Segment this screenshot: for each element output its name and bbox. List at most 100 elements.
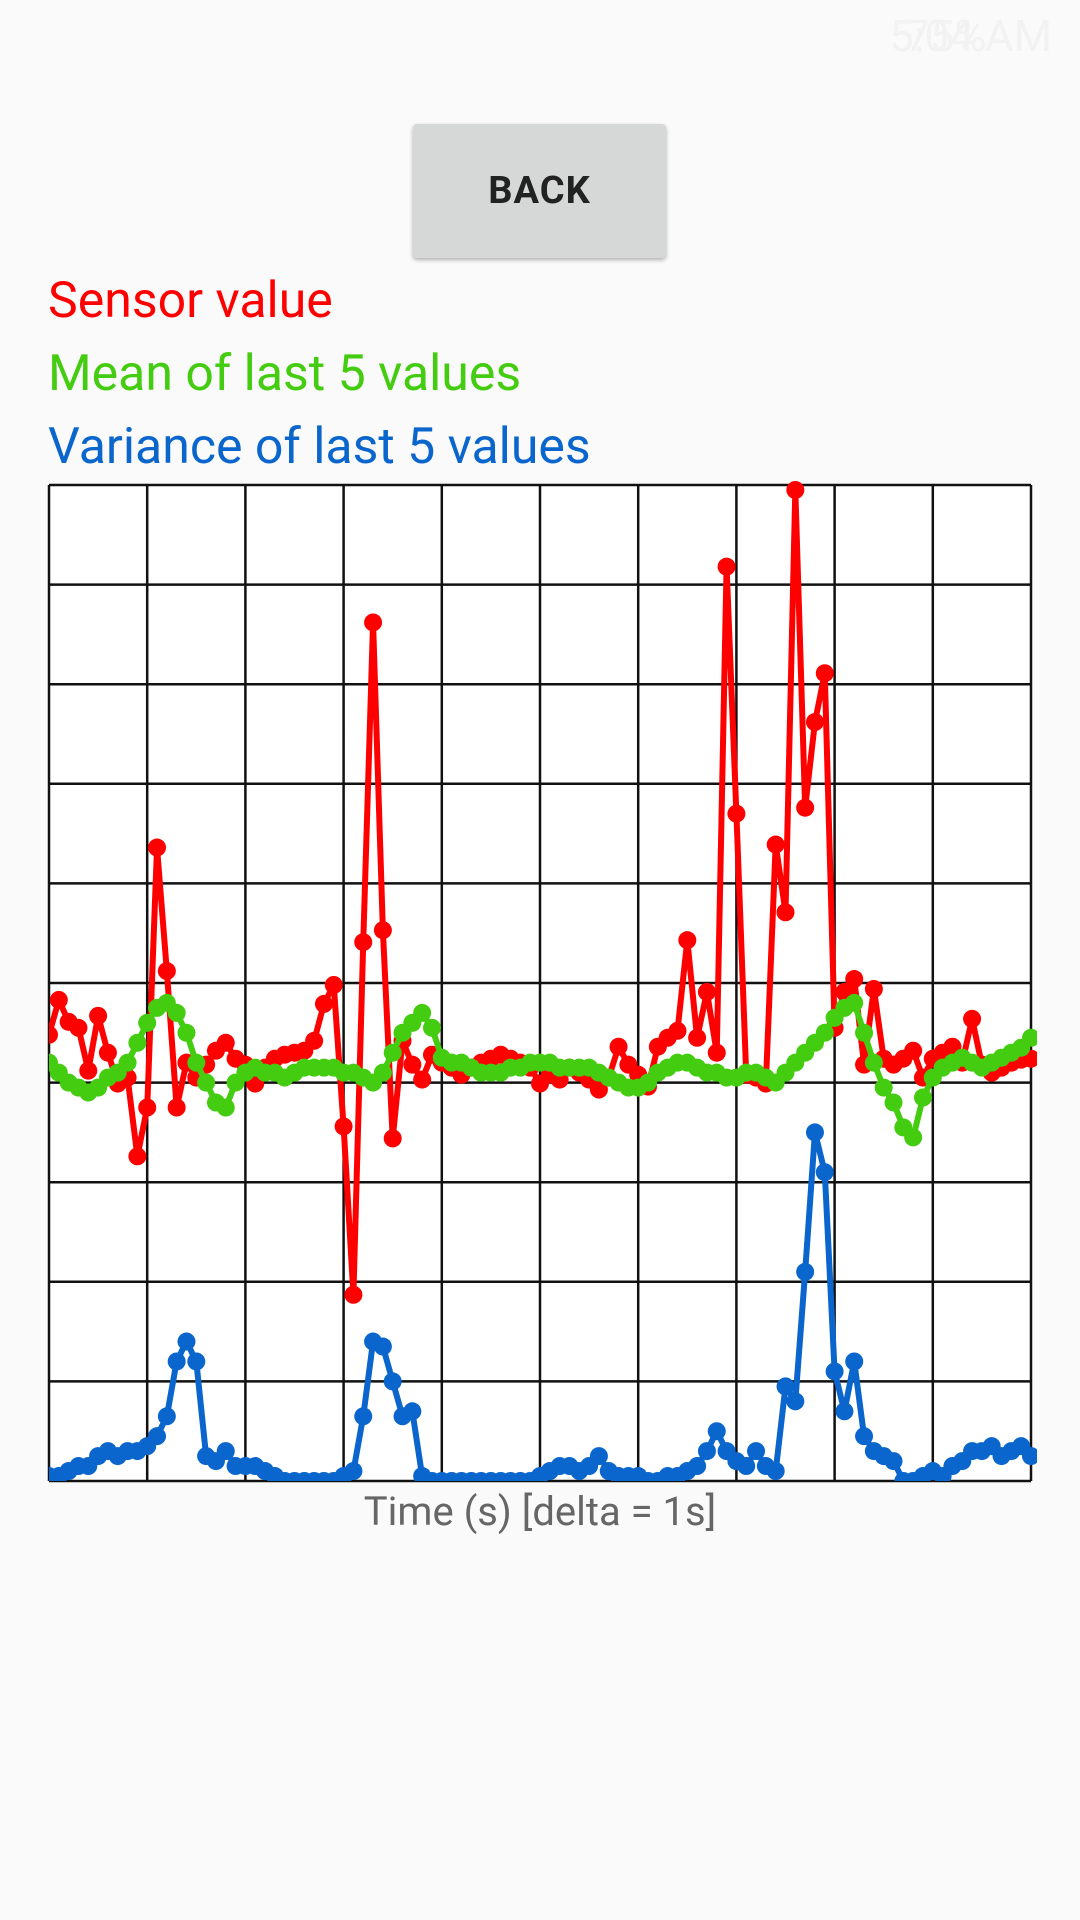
data-point xyxy=(148,1427,167,1446)
data-point xyxy=(89,1006,108,1025)
data-point xyxy=(884,1452,903,1471)
data-point xyxy=(904,1041,923,1060)
data-point xyxy=(815,664,834,683)
data-point xyxy=(963,1009,982,1028)
data-point xyxy=(805,1123,824,1142)
data-point xyxy=(216,1442,235,1461)
data-point xyxy=(766,835,785,854)
data-point xyxy=(305,1031,324,1050)
data-point xyxy=(786,480,805,499)
data-point xyxy=(815,1163,834,1182)
data-point xyxy=(403,1055,422,1074)
data-point xyxy=(913,1088,932,1107)
data-point xyxy=(688,1457,707,1476)
data-point xyxy=(167,1098,186,1117)
data-point xyxy=(697,1442,716,1461)
data-point xyxy=(855,1023,874,1042)
data-point xyxy=(177,1332,196,1351)
data-point xyxy=(148,838,167,857)
data-point xyxy=(747,1442,766,1461)
data-point xyxy=(589,1447,608,1466)
data-point xyxy=(864,979,883,998)
data-point xyxy=(314,994,333,1013)
data-point xyxy=(1022,1028,1037,1047)
data-point xyxy=(138,1098,157,1117)
legend-entry: Mean of last 5 values xyxy=(48,345,522,403)
data-point xyxy=(69,1018,88,1037)
data-point xyxy=(864,1053,883,1072)
data-point xyxy=(825,1362,844,1381)
data-point xyxy=(354,933,373,952)
data-point xyxy=(49,990,68,1009)
back-button[interactable]: BACK xyxy=(413,124,666,258)
data-point xyxy=(403,1402,422,1421)
data-point xyxy=(737,1457,756,1476)
data-point xyxy=(167,1003,186,1022)
series xyxy=(49,1123,1037,1481)
data-point xyxy=(678,931,697,950)
data-point xyxy=(187,1053,206,1072)
data-point xyxy=(138,1013,157,1032)
data-point xyxy=(373,921,392,940)
data-point xyxy=(413,1070,432,1089)
data-point xyxy=(776,903,795,922)
x-axis-label: Time (s) [delta = 1s] xyxy=(363,1488,717,1535)
data-point xyxy=(697,982,716,1001)
data-point xyxy=(904,1128,923,1147)
data-point xyxy=(776,1377,795,1396)
clock: 5:04 AM xyxy=(889,10,1052,62)
data-point xyxy=(707,1043,726,1062)
data-point xyxy=(796,1262,815,1281)
data-point xyxy=(884,1093,903,1112)
data-point xyxy=(805,713,824,732)
data-point xyxy=(344,1285,363,1304)
data-point xyxy=(815,1023,834,1042)
data-point xyxy=(835,1402,854,1421)
legend-entry: Sensor value xyxy=(48,272,333,330)
data-point xyxy=(786,1392,805,1411)
data-point xyxy=(157,1407,176,1426)
battery-text: 75% xyxy=(905,10,987,62)
data-point xyxy=(707,1422,726,1441)
data-point xyxy=(688,1028,707,1047)
data-point xyxy=(609,1037,628,1056)
data-point xyxy=(589,1080,608,1099)
data-point xyxy=(413,1003,432,1022)
data-point xyxy=(727,804,746,823)
data-point xyxy=(118,1053,137,1072)
data-point xyxy=(187,1352,206,1371)
data-point xyxy=(98,1043,117,1062)
data-point xyxy=(128,1147,147,1166)
data-point xyxy=(216,1098,235,1117)
data-point xyxy=(354,1407,373,1426)
data-point xyxy=(383,1129,402,1148)
data-point xyxy=(383,1043,402,1062)
data-point xyxy=(128,1033,147,1052)
data-point xyxy=(874,1078,893,1097)
data-point xyxy=(49,1025,58,1044)
data-point xyxy=(845,970,864,989)
data-point xyxy=(373,1063,392,1082)
data-point xyxy=(717,557,736,576)
data-point xyxy=(324,975,343,994)
data-point xyxy=(79,1061,98,1080)
data-point xyxy=(383,1372,402,1391)
data-point xyxy=(334,1117,353,1136)
data-point xyxy=(845,1352,864,1371)
data-point xyxy=(766,1462,785,1481)
data-point xyxy=(796,798,815,817)
data-point xyxy=(344,1462,363,1481)
data-point xyxy=(845,993,864,1012)
data-point xyxy=(216,1033,235,1052)
data-point xyxy=(177,1023,196,1042)
data-point xyxy=(157,962,176,981)
status-bar: 75% 5:04 AM xyxy=(0,0,1080,75)
data-point xyxy=(197,1073,216,1092)
series xyxy=(49,993,1037,1147)
data-point xyxy=(364,613,383,632)
data-point xyxy=(1022,1447,1037,1466)
legend-entry: Variance of last 5 values xyxy=(48,418,591,476)
data-point xyxy=(668,1021,687,1040)
data-point xyxy=(422,1018,441,1037)
